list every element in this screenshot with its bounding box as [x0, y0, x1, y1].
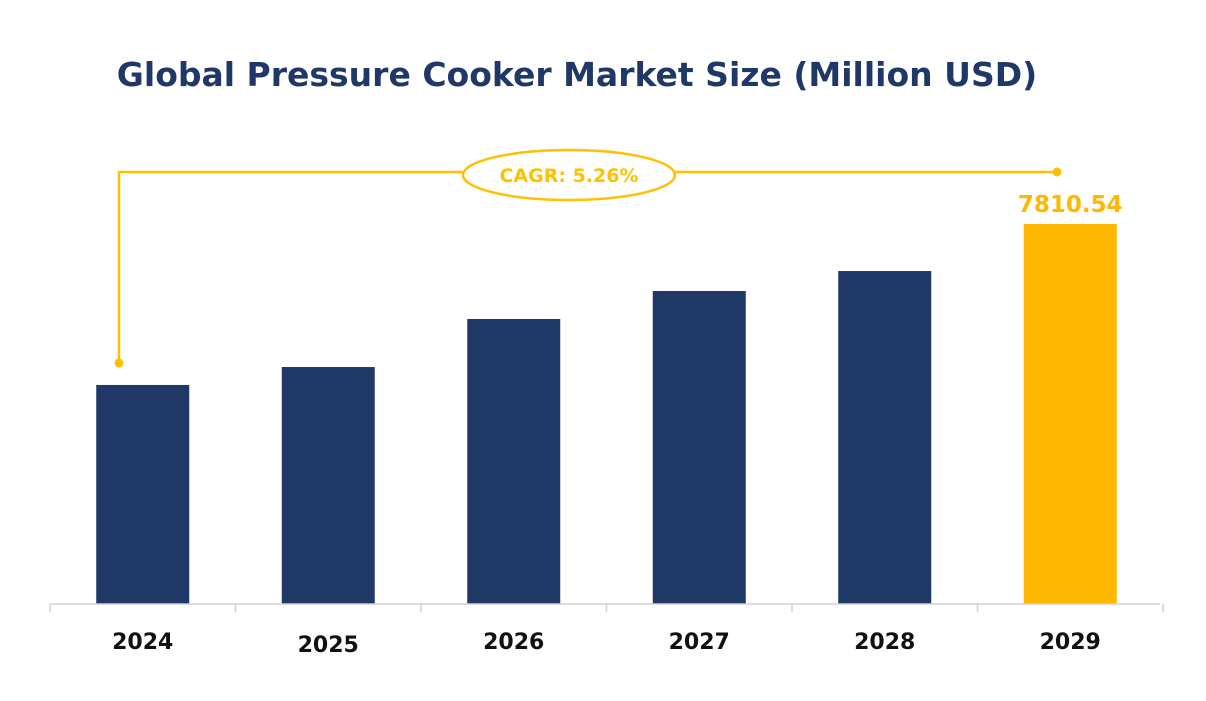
cagr-ellipse [461, 148, 677, 202]
bar-2028 [838, 271, 932, 604]
bar-2026 [467, 318, 561, 604]
bar-2024 [96, 384, 190, 604]
bar-2025 [281, 367, 375, 604]
bar-2027 [652, 291, 746, 604]
data-label: 7810.54 [1018, 192, 1123, 218]
cagr-end-dot [1052, 167, 1062, 177]
cagr-connector-line [117, 170, 1057, 363]
cagr-start-dot [114, 358, 124, 368]
x-tick-label: 2027 [669, 630, 730, 655]
bar-2029 [1023, 224, 1117, 604]
x-tick-label: 2029 [1040, 630, 1101, 655]
x-tick-label: 2026 [483, 630, 544, 655]
cagr-label: CAGR: 5.26% [499, 165, 638, 187]
x-tick-label: 2028 [854, 630, 915, 655]
x-tick-label: 2024 [112, 630, 173, 655]
x-tick-label: 2025 [298, 633, 359, 658]
chart-title: Global Pressure Cooker Market Size (Mill… [117, 55, 1037, 94]
cagr-annotation: CAGR: 5.26% [114, 148, 1062, 368]
